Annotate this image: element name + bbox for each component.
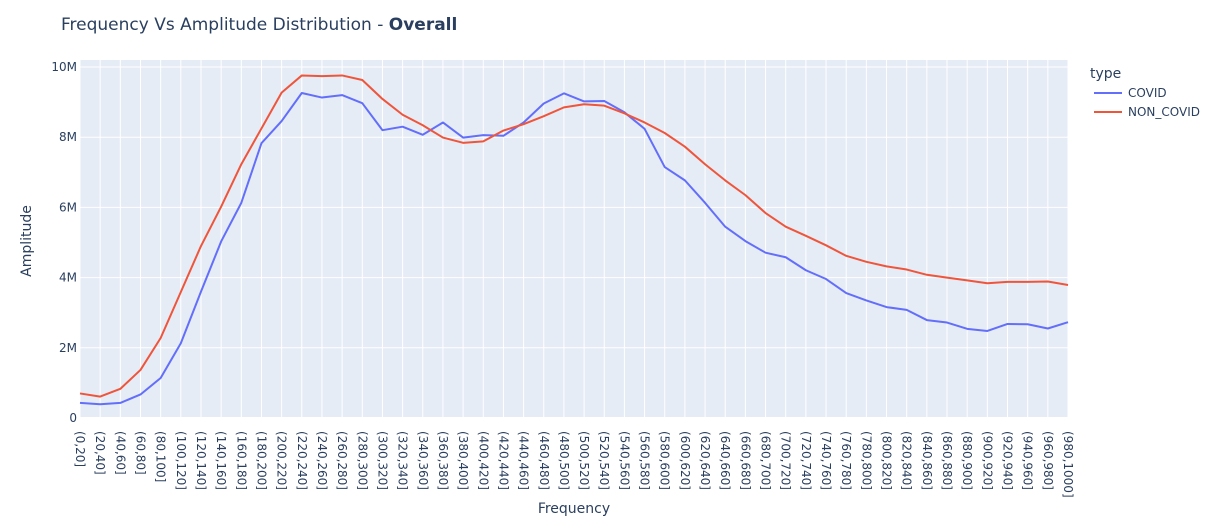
- x-tick-label: (860,880]: [940, 431, 954, 490]
- chart-title: Frequency Vs Amplitude Distribution - Ov…: [61, 15, 457, 35]
- x-tick-label: (740,760]: [819, 431, 833, 490]
- plot-background: [80, 60, 1068, 418]
- x-tick-label: (660,680]: [738, 431, 752, 490]
- x-tick-label: (900,920]: [980, 431, 994, 490]
- legend-item-non-covid[interactable]: NON_COVID: [1094, 105, 1200, 119]
- x-tick-label: (820,840]: [900, 431, 914, 490]
- x-tick-label: (520,540]: [597, 431, 611, 490]
- series-line-non-covid[interactable]: [79, 74, 1069, 398]
- x-tick-label: (720,740]: [799, 431, 813, 490]
- x-tick-label: (180,200]: [254, 431, 268, 490]
- x-tick-label: (20,40]: [93, 431, 107, 475]
- y-tick-label: 8M: [59, 130, 77, 144]
- x-tick-label: (880,900]: [960, 431, 974, 490]
- series-lines: [79, 74, 1069, 406]
- x-tick-label: (120,140]: [194, 431, 208, 490]
- x-tick-label: (0,20]: [73, 431, 87, 467]
- x-tick-label: (920,940]: [1001, 431, 1015, 490]
- x-tick-label: (240,260]: [315, 431, 329, 490]
- x-tick-label: (60,80]: [133, 431, 147, 475]
- legend-title: type: [1090, 66, 1121, 82]
- x-tick-label: (200,220]: [275, 431, 289, 490]
- x-tick-label: (940,960]: [1021, 431, 1035, 490]
- x-tick-label: (260,280]: [335, 431, 349, 490]
- x-tick-label: (480,500]: [557, 431, 571, 490]
- y-tick-label: 6M: [59, 200, 77, 214]
- legend-item-covid[interactable]: COVID: [1094, 86, 1167, 100]
- x-tick-label: (300,320]: [375, 431, 389, 490]
- x-tick-label: (420,440]: [496, 431, 510, 490]
- x-tick-label: (100,120]: [174, 431, 188, 490]
- x-tick-label: (780,800]: [859, 431, 873, 490]
- x-tick-label: (540,560]: [617, 431, 631, 490]
- x-tick-label: (700,720]: [779, 431, 793, 490]
- x-tick-label: (980,1000]: [1061, 431, 1075, 498]
- x-tick-label: (460,480]: [537, 431, 551, 490]
- x-tick-label: (360,380]: [436, 431, 450, 490]
- x-tick-label: (840,860]: [920, 431, 934, 490]
- legend-label: COVID: [1128, 86, 1167, 100]
- x-tick-label: (440,460]: [517, 431, 531, 490]
- series-line-covid[interactable]: [79, 91, 1069, 406]
- x-tick-label: (160,180]: [234, 431, 248, 490]
- x-tick-label: (40,60]: [113, 431, 127, 475]
- y-tick-label: 0: [69, 411, 77, 425]
- legend-label: NON_COVID: [1128, 105, 1200, 119]
- x-tick-label: (580,600]: [658, 431, 672, 490]
- x-tick-label: (320,340]: [396, 431, 410, 490]
- x-tick-label: (380,400]: [456, 431, 470, 490]
- x-tick-label: (800,820]: [880, 431, 894, 490]
- x-tick-label: (280,300]: [355, 431, 369, 490]
- x-tick-label: (400,420]: [476, 431, 490, 490]
- x-tick-label: (680,700]: [759, 431, 773, 490]
- x-axis-title: Frequency: [538, 501, 610, 517]
- y-tick-label: 10M: [51, 60, 77, 74]
- x-tick-label: (620,640]: [698, 431, 712, 490]
- y-tick-labels: 0 2M 4M 6M 8M 10M: [51, 60, 77, 425]
- x-tick-label: (80,100]: [154, 431, 168, 482]
- x-tick-label: (140,160]: [214, 431, 228, 490]
- grid-lines: [79, 60, 1069, 419]
- x-tick-label: (340,360]: [416, 431, 430, 490]
- x-tick-label: (220,240]: [295, 431, 309, 490]
- x-tick-label: (960,980]: [1041, 431, 1055, 490]
- y-tick-label: 2M: [59, 341, 77, 355]
- y-axis-title: Amplitude: [19, 205, 35, 277]
- x-tick-label: (560,580]: [638, 431, 652, 490]
- x-tick-label: (760,780]: [839, 431, 853, 490]
- y-tick-label: 4M: [59, 271, 77, 285]
- x-tick-label: (640,660]: [718, 431, 732, 490]
- legend[interactable]: COVID NON_COVID: [1094, 86, 1200, 119]
- x-tick-labels: (0,20] (20,40] (40,60] (60,80] (80,100] (100,…: [73, 431, 1075, 498]
- x-tick-label: (500,520]: [577, 431, 591, 490]
- x-tick-label: (600,620]: [678, 431, 692, 490]
